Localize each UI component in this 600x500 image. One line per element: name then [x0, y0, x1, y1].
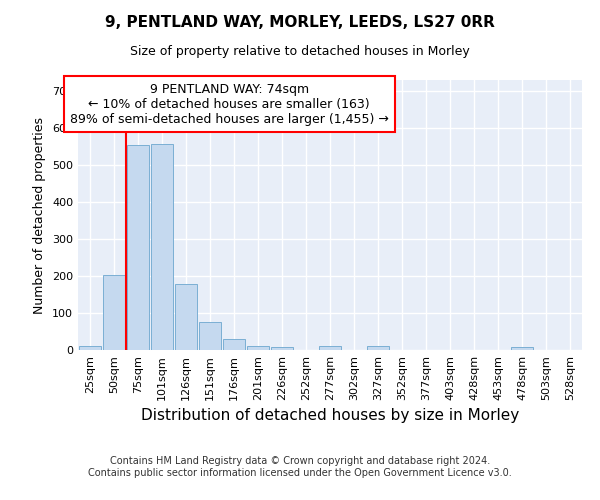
Text: 9, PENTLAND WAY, MORLEY, LEEDS, LS27 0RR: 9, PENTLAND WAY, MORLEY, LEEDS, LS27 0RR	[105, 15, 495, 30]
Bar	[199, 322, 221, 350]
Bar	[79, 346, 101, 350]
Bar	[271, 347, 293, 350]
Bar	[223, 339, 245, 350]
Bar	[151, 144, 173, 350]
Y-axis label: Number of detached properties: Number of detached properties	[34, 116, 46, 314]
Bar	[367, 346, 389, 350]
Text: Size of property relative to detached houses in Morley: Size of property relative to detached ho…	[130, 45, 470, 58]
Bar	[511, 347, 533, 350]
Bar	[103, 275, 125, 350]
Bar	[127, 146, 149, 350]
Bar	[247, 346, 269, 350]
Text: Contains HM Land Registry data © Crown copyright and database right 2024.
Contai: Contains HM Land Registry data © Crown c…	[88, 456, 512, 477]
Text: 9 PENTLAND WAY: 74sqm
← 10% of detached houses are smaller (163)
89% of semi-det: 9 PENTLAND WAY: 74sqm ← 10% of detached …	[70, 82, 389, 126]
Bar	[175, 284, 197, 350]
Bar	[319, 346, 341, 350]
X-axis label: Distribution of detached houses by size in Morley: Distribution of detached houses by size …	[141, 408, 519, 424]
